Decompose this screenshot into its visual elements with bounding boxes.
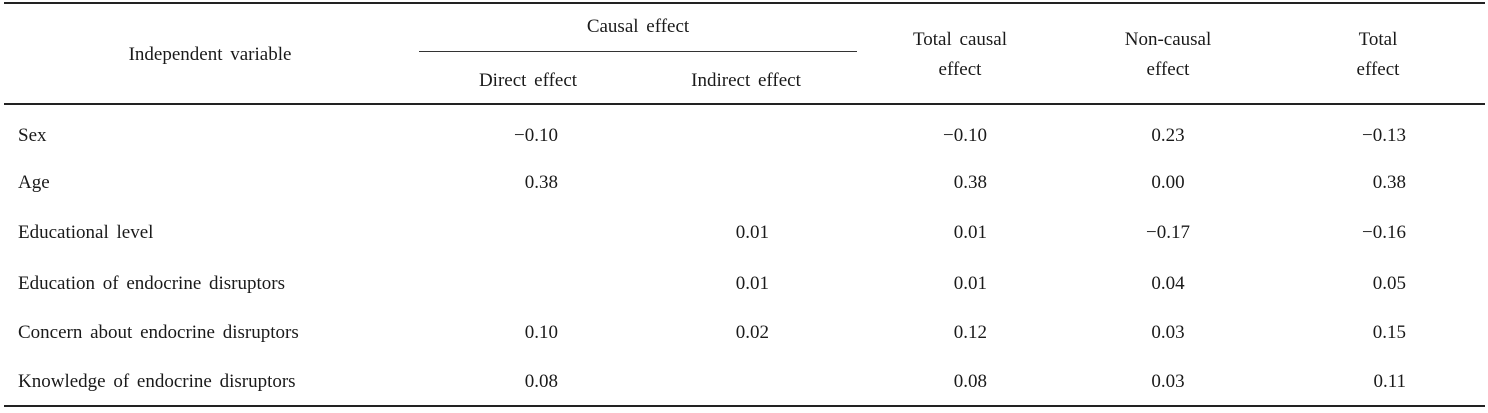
cell-total: 0.15 bbox=[1372, 322, 1406, 343]
cell-total-causal: −0.10 bbox=[943, 125, 987, 146]
header-non-causal-line1: Non-causal bbox=[1124, 29, 1212, 50]
cell-total: 0.05 bbox=[1372, 273, 1406, 294]
header-bottom-rule bbox=[4, 103, 1485, 105]
row-label: Concern about endocrine disruptors bbox=[18, 322, 299, 343]
cell-indirect: 0.01 bbox=[735, 222, 769, 243]
header-total-line1: Total bbox=[1358, 29, 1398, 50]
cell-total-causal: 0.01 bbox=[953, 273, 987, 294]
header-non-causal-line2: effect bbox=[1146, 59, 1190, 80]
header-independent-variable: Independent variable bbox=[128, 44, 292, 65]
cell-total: −0.16 bbox=[1362, 222, 1406, 243]
header-direct-effect: Direct effect bbox=[478, 70, 578, 91]
table-bottom-rule bbox=[4, 405, 1485, 407]
cell-non-causal: 0.00 bbox=[1151, 172, 1185, 193]
row-label: Educational level bbox=[18, 222, 154, 243]
cell-non-causal: −0.17 bbox=[1146, 222, 1190, 243]
header-total-line2: effect bbox=[1356, 59, 1400, 80]
row-label: Education of endocrine disruptors bbox=[18, 273, 286, 294]
header-total-causal-effect: Total causal effect bbox=[913, 25, 1007, 85]
table-top-rule bbox=[4, 2, 1485, 4]
cell-non-causal: 0.03 bbox=[1151, 322, 1185, 343]
cell-indirect: 0.01 bbox=[735, 273, 769, 294]
cell-direct: −0.10 bbox=[514, 125, 558, 146]
header-total-causal-line1: Total causal bbox=[913, 29, 1007, 50]
row-label: Knowledge of endocrine disruptors bbox=[18, 371, 296, 392]
cell-direct: 0.10 bbox=[524, 322, 558, 343]
cell-total: 0.11 bbox=[1373, 371, 1406, 392]
header-total-effect: Total effect bbox=[1357, 25, 1400, 85]
cell-total-causal: 0.01 bbox=[953, 222, 987, 243]
cell-non-causal: 0.04 bbox=[1151, 273, 1185, 294]
causal-effect-underline bbox=[419, 51, 857, 52]
row-label: Sex bbox=[18, 125, 47, 146]
row-label: Age bbox=[18, 172, 50, 193]
cell-total-causal: 0.08 bbox=[953, 371, 987, 392]
cell-non-causal: 0.23 bbox=[1151, 125, 1185, 146]
header-causal-effect: Causal effect bbox=[586, 16, 690, 37]
cell-total: −0.13 bbox=[1362, 125, 1406, 146]
cell-total: 0.38 bbox=[1372, 172, 1406, 193]
header-total-causal-line2: effect bbox=[938, 59, 982, 80]
cell-total-causal: 0.38 bbox=[953, 172, 987, 193]
header-indirect-effect: Indirect effect bbox=[691, 70, 801, 91]
cell-direct: 0.08 bbox=[524, 371, 558, 392]
cell-non-causal: 0.03 bbox=[1151, 371, 1185, 392]
cell-total-causal: 0.12 bbox=[953, 322, 987, 343]
header-non-causal-effect: Non-causal effect bbox=[1125, 25, 1212, 85]
cell-indirect: 0.02 bbox=[735, 322, 769, 343]
cell-direct: 0.38 bbox=[524, 172, 558, 193]
